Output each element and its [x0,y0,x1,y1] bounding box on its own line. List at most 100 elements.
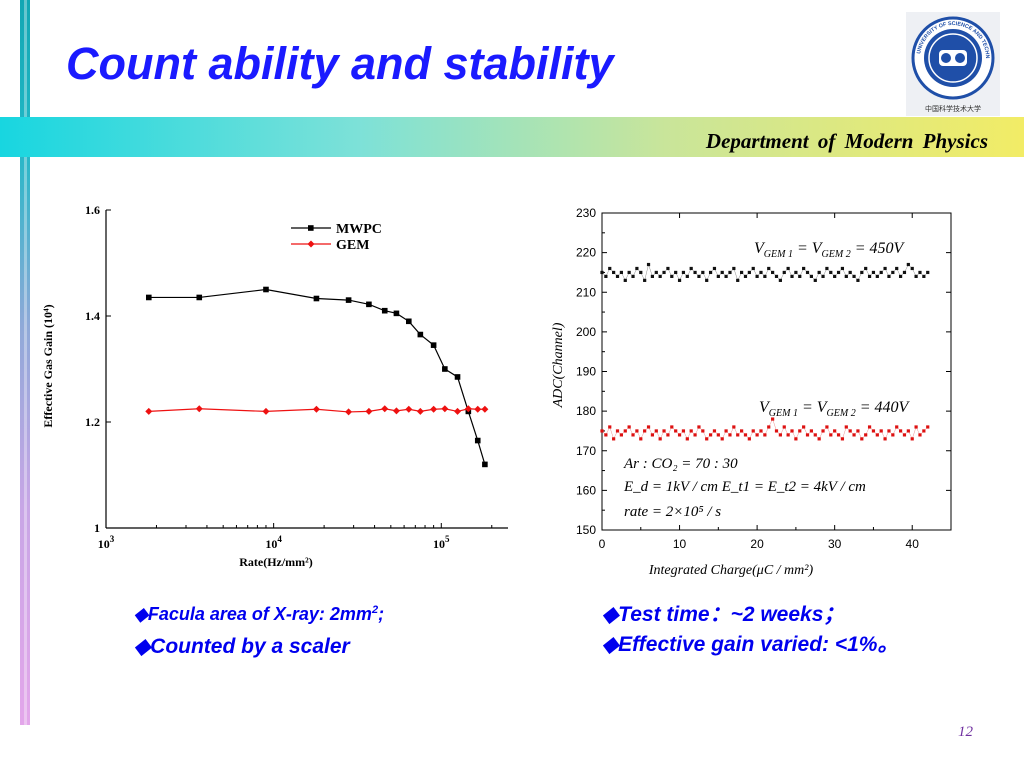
right-data-point [650,274,655,278]
right-data-point [639,270,643,275]
right-x-tick-label: 40 [906,537,920,551]
right-data-point [778,278,782,282]
note-scaler: ◆Counted by a scaler [134,634,350,659]
right-data-point [608,425,612,429]
right-data-point [712,266,717,271]
right-data-point [740,429,744,433]
data-point-gem [416,407,424,415]
right-data-point [635,429,639,433]
header-band [0,117,1024,157]
right-data-point [615,274,620,278]
right-data-point [646,425,651,429]
right-data-point [736,278,740,282]
data-point-mwpc [345,297,352,303]
right-data-point [732,266,736,271]
note-gain-variation-text: Effective gain varied: <1%。 [618,633,899,656]
right-data-point [743,433,748,437]
right-data-point [767,266,771,271]
data-point-gem [345,408,353,416]
right-data-point [689,266,693,271]
logo-emblem-dot-left [941,53,951,63]
right-y-tick-label: 180 [576,404,596,418]
right-data-point [639,437,643,441]
right-data-point [666,266,670,271]
left-chart-y-label: Effective Gas Gain (10⁴) [41,304,55,427]
logo-chinese-text: 中国科学技术大学 [925,104,981,113]
right-data-point [879,429,883,433]
data-point-mwpc [366,301,372,308]
right-data-point [887,429,891,433]
right-x-tick-label: 0 [599,537,606,551]
left-x-tick-label: 104 [265,534,282,551]
left-x-tick-label: 105 [433,534,450,551]
left-accent-bar [20,0,30,725]
right-y-tick-label: 210 [576,285,596,299]
right-data-point [619,270,623,275]
data-point-mwpc [430,342,437,348]
data-point-gem [262,407,270,415]
right-data-point [875,274,879,278]
right-chart-annotations: VGEM 1 = VGEM 2 = 450V VGEM 1 = VGEM 2 = … [623,240,911,520]
right-data-point [604,433,608,437]
right-data-point [716,274,720,278]
right-data-point [856,429,860,433]
right-chart-series [600,262,930,441]
bullet-diamond-icon: ◆ [602,633,619,656]
data-point-mwpc [417,331,424,338]
right-data-point [809,274,813,278]
right-data-point [821,429,825,433]
bullet-diamond-icon: ◆ [602,603,619,626]
right-data-point [650,433,655,437]
bullet-diamond-icon: ◆ [134,604,148,624]
right-data-point [786,266,790,271]
left-y-tick-label: 1 [94,521,100,535]
right-data-point [708,433,713,437]
right-data-point [658,437,662,441]
right-data-point [844,274,848,278]
right-data-point [759,429,763,433]
right-data-point [864,266,868,271]
right-data-point [662,429,666,433]
right-data-point [755,274,759,278]
right-data-point [670,425,674,429]
right-data-point [922,274,926,278]
right-data-point [736,433,740,437]
right-chart-axes: 150 160 170 180 190 200 210 220 230 0 10 20 30 40 [576,206,952,551]
right-data-point [615,429,620,433]
left-y-tick-label: 1.2 [85,415,100,429]
right-data-point [712,429,717,433]
right-data-point [623,429,627,433]
right-data-point [705,278,709,282]
data-point-gem [381,405,389,413]
data-point-mwpc [393,310,400,317]
right-data-point [732,425,736,429]
data-point-gem [481,405,489,413]
right-data-point [848,270,852,275]
data-point-mwpc [196,294,203,301]
right-y-tick-label: 150 [576,523,596,537]
right-data-point [836,270,841,275]
right-data-point [674,270,678,275]
right-data-point [813,278,817,282]
right-data-point [701,429,705,433]
right-data-point [829,433,833,437]
right-data-point [708,270,713,275]
right-data-point [879,270,883,275]
right-data-point [871,429,876,433]
right-data-point [794,437,798,441]
annotation-upper-voltage: VGEM 1 = VGEM 2 = 450V [754,240,906,260]
right-data-point [910,266,914,271]
left-accent-highlight [24,0,27,725]
right-x-tick-label: 30 [828,537,842,551]
right-data-point [786,433,790,437]
annotation-lower-voltage: VGEM 1 = VGEM 2 = 440V [759,399,911,419]
right-data-point [724,274,728,278]
right-data-point [631,274,635,278]
right-data-point [689,429,693,433]
right-data-point [747,270,751,275]
right-data-point [782,425,786,429]
right-data-point [926,425,930,429]
right-data-point [658,274,662,278]
right-data-point [790,274,794,278]
left-y-tick-label: 1.6 [85,203,100,217]
